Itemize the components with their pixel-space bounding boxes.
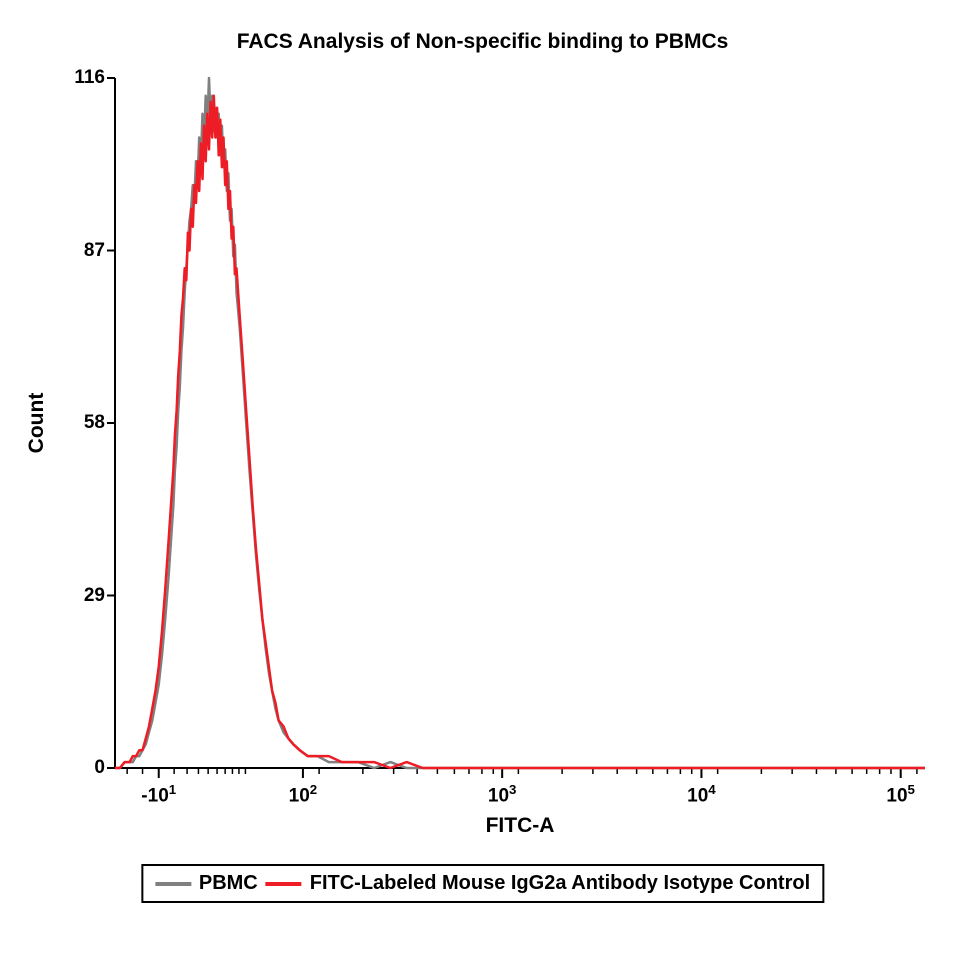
y-tick-label: 116 [67,67,105,89]
y-tick-label: 0 [67,757,105,779]
chart-container: FACS Analysis of Non-specific binding to… [0,0,965,965]
chart-title: FACS Analysis of Non-specific binding to… [0,30,965,54]
x-tick-label: 105 [886,782,915,807]
y-axis-label: Count [25,393,49,454]
x-tick-label: 104 [687,782,716,807]
legend-line-icon [266,882,302,886]
x-tick-label: -101 [141,782,176,807]
y-tick-label: 87 [67,240,105,262]
x-tick-label: 103 [488,782,517,807]
legend-label: FITC-Labeled Mouse IgG2a Antibody Isotyp… [310,872,810,895]
y-tick-label: 29 [67,585,105,607]
y-tick-label: 58 [67,412,105,434]
plot-area [115,78,925,768]
legend: PBMC FITC-Labeled Mouse IgG2a Antibody Is… [141,864,824,903]
legend-line-icon [155,882,191,886]
legend-label: PBMC [199,872,258,895]
x-tick-label: 102 [289,782,318,807]
x-axis-label: FITC-A [486,814,555,838]
